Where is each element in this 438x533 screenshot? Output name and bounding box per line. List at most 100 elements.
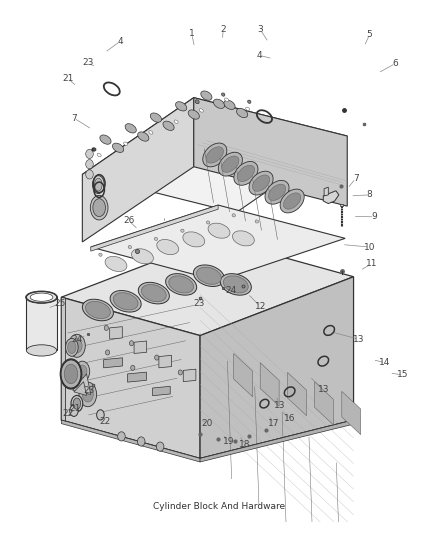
Ellipse shape — [97, 410, 104, 420]
Ellipse shape — [68, 334, 85, 357]
Ellipse shape — [105, 256, 127, 271]
Text: 13: 13 — [318, 385, 329, 394]
Ellipse shape — [138, 132, 149, 141]
Polygon shape — [61, 297, 66, 421]
Polygon shape — [82, 98, 194, 242]
Ellipse shape — [67, 341, 76, 353]
Text: 5: 5 — [367, 30, 372, 39]
Polygon shape — [61, 297, 200, 458]
Ellipse shape — [66, 338, 78, 356]
Ellipse shape — [113, 293, 138, 310]
Text: 8: 8 — [367, 190, 372, 199]
Ellipse shape — [247, 100, 251, 103]
Ellipse shape — [86, 159, 93, 169]
Ellipse shape — [203, 143, 227, 167]
Ellipse shape — [26, 345, 57, 356]
Ellipse shape — [156, 442, 164, 451]
Text: 22: 22 — [99, 416, 110, 425]
Ellipse shape — [220, 273, 251, 295]
Ellipse shape — [213, 99, 225, 108]
Ellipse shape — [206, 147, 223, 163]
Ellipse shape — [30, 293, 53, 301]
Ellipse shape — [280, 189, 304, 213]
Ellipse shape — [131, 365, 135, 370]
Ellipse shape — [208, 223, 230, 238]
Polygon shape — [324, 187, 328, 196]
Ellipse shape — [166, 273, 197, 295]
Ellipse shape — [138, 437, 145, 446]
Ellipse shape — [222, 93, 225, 96]
Text: 13: 13 — [353, 335, 364, 344]
Ellipse shape — [169, 276, 194, 293]
Ellipse shape — [246, 107, 250, 111]
Text: 21: 21 — [62, 74, 73, 83]
Ellipse shape — [233, 231, 254, 246]
Ellipse shape — [128, 246, 131, 248]
Ellipse shape — [232, 214, 235, 217]
Polygon shape — [287, 373, 307, 416]
Text: 24: 24 — [225, 286, 237, 295]
Text: 11: 11 — [365, 260, 377, 269]
Ellipse shape — [178, 370, 182, 375]
Text: 23: 23 — [82, 58, 93, 67]
Ellipse shape — [82, 387, 93, 402]
Text: 19: 19 — [223, 437, 234, 446]
Polygon shape — [74, 382, 87, 395]
Polygon shape — [103, 358, 123, 368]
Ellipse shape — [283, 193, 301, 209]
Text: 23: 23 — [84, 386, 95, 395]
Ellipse shape — [224, 100, 235, 109]
Polygon shape — [26, 297, 57, 350]
Polygon shape — [82, 98, 347, 213]
Text: 23: 23 — [193, 299, 205, 308]
Text: 15: 15 — [397, 370, 409, 379]
Polygon shape — [260, 362, 279, 406]
Ellipse shape — [93, 199, 106, 216]
Text: 7: 7 — [71, 114, 77, 123]
Ellipse shape — [61, 360, 81, 388]
Polygon shape — [200, 277, 353, 458]
Text: 10: 10 — [364, 243, 375, 252]
Ellipse shape — [97, 154, 101, 157]
Ellipse shape — [150, 113, 162, 122]
Polygon shape — [61, 238, 353, 336]
Text: 24: 24 — [71, 335, 82, 344]
Ellipse shape — [237, 165, 254, 182]
Text: 17: 17 — [268, 419, 279, 428]
Text: 18: 18 — [239, 440, 251, 449]
Ellipse shape — [194, 265, 224, 286]
Ellipse shape — [206, 221, 210, 224]
Ellipse shape — [113, 143, 124, 152]
Ellipse shape — [100, 135, 111, 144]
Ellipse shape — [201, 91, 212, 100]
Text: 3: 3 — [258, 25, 263, 34]
Ellipse shape — [155, 355, 159, 360]
Ellipse shape — [73, 398, 81, 409]
Text: 20: 20 — [201, 419, 213, 428]
Text: 9: 9 — [372, 212, 378, 221]
Text: 7: 7 — [353, 174, 359, 183]
Text: 25: 25 — [54, 299, 66, 308]
Ellipse shape — [255, 220, 258, 223]
Ellipse shape — [141, 285, 166, 302]
Ellipse shape — [163, 121, 174, 131]
Ellipse shape — [70, 405, 78, 416]
Text: 4: 4 — [117, 37, 123, 46]
Text: 22: 22 — [62, 409, 73, 418]
Polygon shape — [323, 191, 339, 204]
Ellipse shape — [268, 184, 286, 200]
Text: 21: 21 — [70, 404, 81, 413]
Polygon shape — [234, 353, 253, 397]
Ellipse shape — [125, 124, 136, 133]
Ellipse shape — [110, 290, 141, 312]
Text: Cylinder Block And Hardware: Cylinder Block And Hardware — [153, 502, 285, 511]
Text: 6: 6 — [393, 59, 399, 68]
Ellipse shape — [265, 180, 289, 204]
Ellipse shape — [90, 196, 108, 220]
Ellipse shape — [223, 276, 248, 293]
Polygon shape — [61, 420, 200, 462]
Ellipse shape — [95, 178, 102, 191]
Ellipse shape — [78, 365, 87, 378]
Text: 13: 13 — [274, 401, 286, 410]
Ellipse shape — [149, 131, 153, 134]
